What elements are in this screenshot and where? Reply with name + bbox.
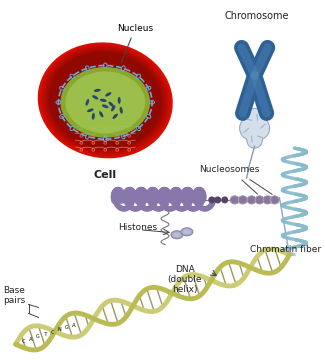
Ellipse shape bbox=[183, 229, 191, 234]
Polygon shape bbox=[240, 108, 269, 148]
Ellipse shape bbox=[99, 111, 103, 117]
Ellipse shape bbox=[221, 197, 228, 203]
Text: A: A bbox=[72, 323, 76, 328]
Ellipse shape bbox=[43, 47, 167, 154]
Ellipse shape bbox=[270, 196, 279, 204]
Ellipse shape bbox=[173, 232, 181, 237]
Ellipse shape bbox=[214, 197, 221, 203]
Ellipse shape bbox=[38, 42, 173, 158]
Ellipse shape bbox=[230, 196, 239, 204]
Ellipse shape bbox=[92, 113, 95, 120]
Ellipse shape bbox=[181, 228, 193, 236]
Ellipse shape bbox=[255, 196, 264, 204]
Text: G: G bbox=[36, 334, 40, 339]
Ellipse shape bbox=[112, 114, 118, 119]
Text: C: C bbox=[51, 330, 55, 335]
Text: C: C bbox=[21, 339, 25, 344]
Ellipse shape bbox=[238, 196, 247, 204]
Text: G: G bbox=[65, 325, 69, 330]
Text: Chromatin fiber: Chromatin fiber bbox=[250, 245, 321, 254]
Text: N: N bbox=[58, 327, 62, 332]
Ellipse shape bbox=[40, 45, 170, 156]
Text: Chromosome: Chromosome bbox=[224, 11, 289, 21]
Ellipse shape bbox=[100, 99, 107, 102]
Text: Histones: Histones bbox=[118, 223, 157, 232]
Text: Cell: Cell bbox=[94, 170, 117, 180]
Text: Base
pairs: Base pairs bbox=[3, 286, 25, 305]
Ellipse shape bbox=[171, 231, 183, 239]
Text: DNA
(double
helix): DNA (double helix) bbox=[168, 265, 202, 294]
Ellipse shape bbox=[118, 97, 121, 104]
Text: T: T bbox=[44, 332, 47, 337]
Text: Nucleosomes: Nucleosomes bbox=[200, 165, 260, 174]
Ellipse shape bbox=[111, 105, 115, 111]
Ellipse shape bbox=[60, 67, 150, 138]
Ellipse shape bbox=[46, 49, 165, 151]
Ellipse shape bbox=[120, 107, 123, 114]
Ellipse shape bbox=[87, 108, 94, 112]
Ellipse shape bbox=[92, 95, 98, 99]
Ellipse shape bbox=[109, 102, 114, 107]
Text: Nucleus: Nucleus bbox=[117, 24, 153, 63]
Ellipse shape bbox=[65, 72, 145, 133]
Ellipse shape bbox=[48, 51, 162, 149]
Ellipse shape bbox=[85, 99, 89, 105]
Ellipse shape bbox=[247, 196, 256, 204]
Ellipse shape bbox=[102, 104, 109, 108]
Text: A: A bbox=[29, 337, 32, 342]
Ellipse shape bbox=[263, 196, 272, 204]
Ellipse shape bbox=[94, 89, 101, 92]
Ellipse shape bbox=[105, 92, 111, 96]
Ellipse shape bbox=[208, 197, 215, 203]
